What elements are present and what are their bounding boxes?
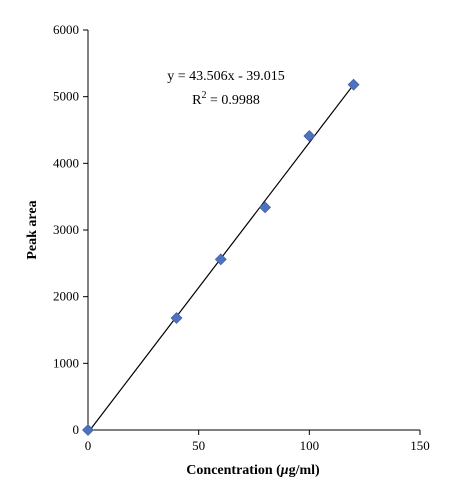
data-points (82, 78, 360, 436)
data-point (82, 424, 94, 436)
y-axis-title: Peak area (25, 200, 40, 259)
equation-label: y = 43.506x - 39.015 (167, 69, 285, 84)
x-ticks: 0 50 100 150 (85, 430, 430, 453)
y-tick-label: 1000 (53, 355, 79, 370)
x-tick-label: 100 (300, 438, 320, 453)
y-tick-label: 0 (73, 422, 80, 437)
axes (87, 30, 420, 431)
data-point (303, 130, 316, 142)
r-squared-label: R2 = 0.9988 (192, 90, 260, 108)
x-tick-label: 50 (192, 438, 205, 453)
y-ticks: 0 1000 2000 3000 4000 5000 6000 (53, 22, 88, 437)
y-tick-label: 3000 (53, 222, 79, 237)
x-tick-label: 0 (85, 438, 92, 453)
x-axis-title: Concentration (μg/ml) (186, 463, 320, 478)
data-point (170, 312, 183, 324)
y-tick-label: 6000 (53, 22, 79, 37)
data-point (259, 201, 271, 214)
y-tick-label: 5000 (53, 89, 79, 104)
y-tick-label: 4000 (53, 155, 79, 170)
x-tick-label: 150 (410, 438, 430, 453)
data-point (214, 253, 227, 266)
y-tick-label: 2000 (53, 289, 79, 304)
data-point (347, 78, 360, 91)
